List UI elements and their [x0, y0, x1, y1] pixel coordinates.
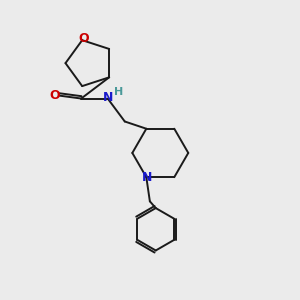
Text: H: H [114, 87, 124, 97]
Text: O: O [78, 32, 89, 45]
Text: N: N [103, 91, 113, 104]
Text: N: N [141, 171, 152, 184]
Text: O: O [49, 89, 60, 102]
